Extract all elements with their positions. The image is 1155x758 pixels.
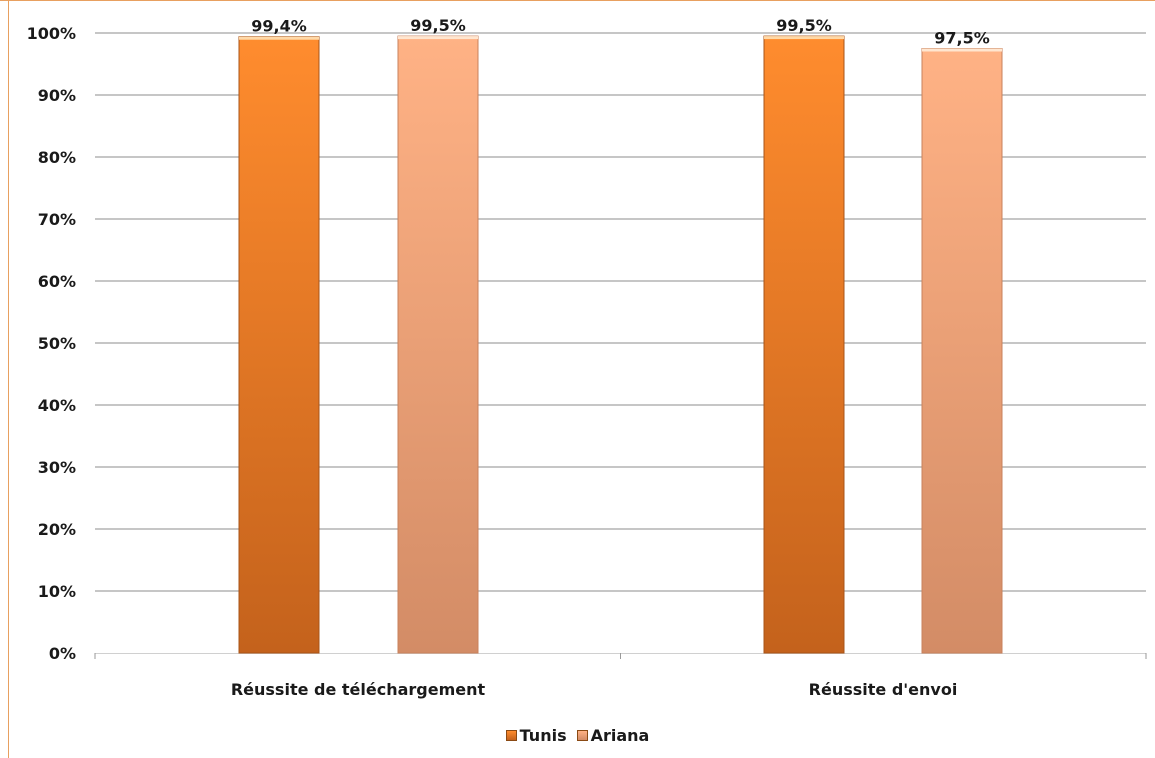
bar-tunis-1 (238, 36, 320, 654)
legend: Tunis Ariana (0, 724, 1155, 746)
bar-ariana-1-top-highlight (398, 36, 478, 40)
y-tick-label: 0% (49, 644, 76, 663)
data-label: 99,5% (776, 16, 832, 35)
x-category-label: Réussite d'envoi (809, 680, 958, 699)
bar-tunis-2 (763, 35, 845, 654)
bar-tunis-2-top-highlight (764, 36, 844, 40)
y-tick-label: 70% (38, 210, 76, 229)
data-label: 97,5% (934, 29, 990, 48)
legend-swatch-tunis (505, 729, 517, 741)
bar-chart: 0% 10% 20% 30% 40% 50% 60% 70% 80% 90% 100% 99,4% 99… (27, 16, 1147, 699)
data-label: 99,5% (410, 16, 466, 35)
bar-ariana-2 (921, 48, 1003, 654)
y-tick-label: 80% (38, 148, 76, 167)
data-label: 99,4% (251, 17, 307, 36)
bar-ariana-1 (397, 35, 479, 654)
y-tick-label: 90% (38, 86, 76, 105)
legend-entry-ariana: Ariana (576, 725, 650, 745)
legend-label-ariana: Ariana (590, 725, 650, 745)
y-tick-label: 30% (38, 458, 76, 477)
x-category-label: Réussite de téléchargement (231, 680, 486, 699)
y-tick-label: 60% (38, 272, 76, 291)
y-tick-label: 100% (27, 24, 76, 43)
y-tick-label: 50% (38, 334, 76, 353)
frame-top-border (0, 0, 1155, 1)
frame-left-border (8, 0, 9, 758)
bar-tunis-1-top-highlight (239, 36, 319, 40)
legend-label-tunis: Tunis (519, 725, 567, 745)
y-tick-label: 10% (38, 582, 76, 601)
y-tick-label: 40% (38, 396, 76, 415)
y-tick-label: 20% (38, 520, 76, 539)
legend-entry-tunis: Tunis (505, 725, 567, 745)
bar-ariana-2-top-highlight (922, 48, 1002, 52)
legend-swatch-ariana (576, 729, 588, 741)
